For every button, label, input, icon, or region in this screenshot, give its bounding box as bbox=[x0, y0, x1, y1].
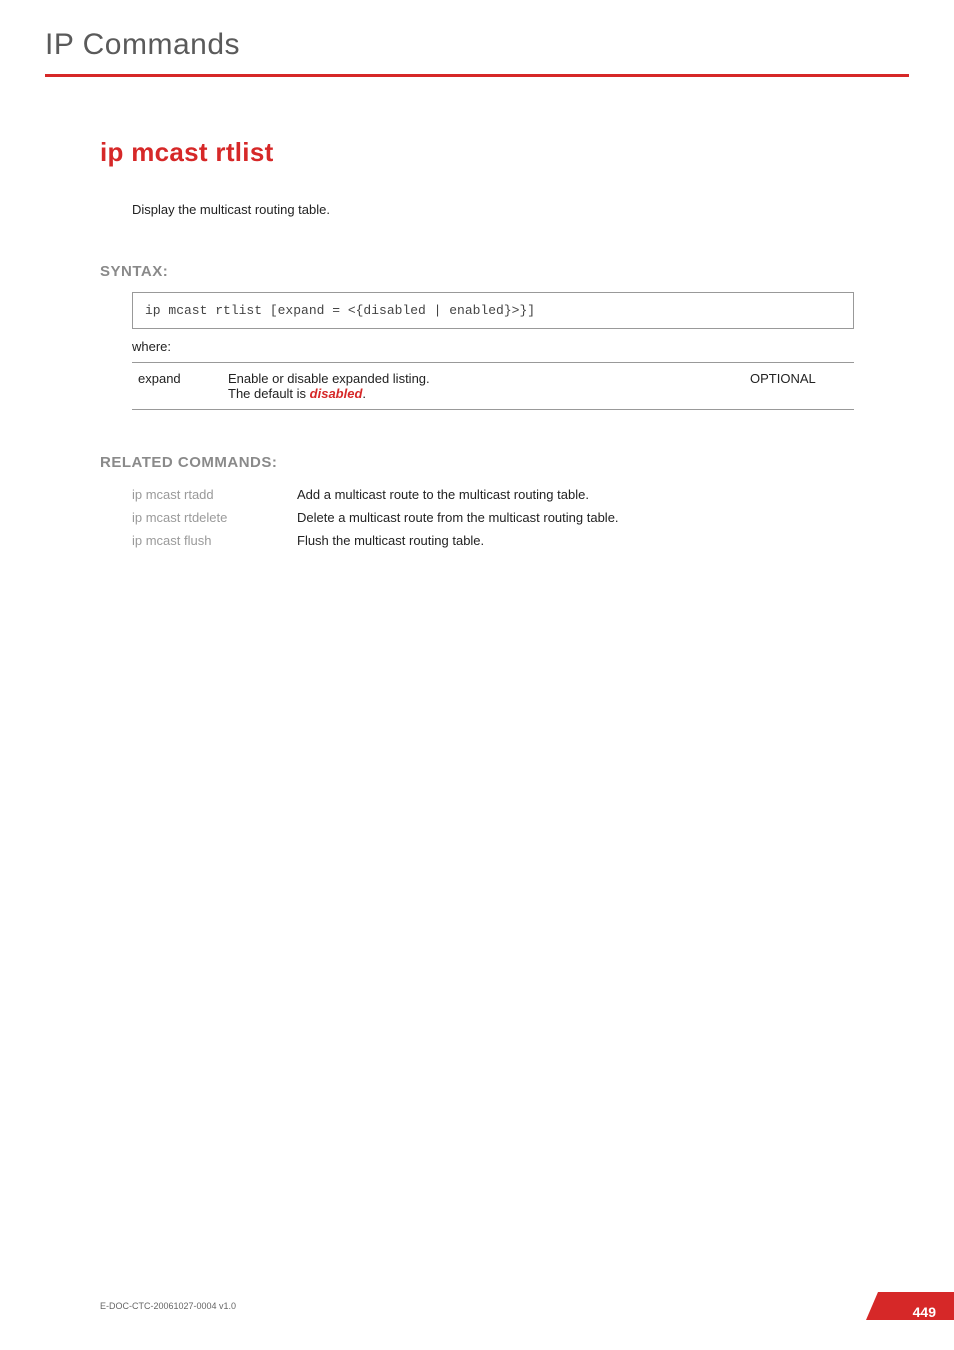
syntax-code: ip mcast rtlist [expand = <{disabled | e… bbox=[145, 303, 535, 318]
param-desc-emph: disabled bbox=[310, 386, 363, 401]
param-table: expand Enable or disable expanded listin… bbox=[132, 362, 854, 410]
related-cmd-name: ip mcast rtadd bbox=[132, 483, 297, 506]
related-commands-block: RELATED COMMANDS: ip mcast rtadd Add a m… bbox=[100, 454, 854, 552]
page-footer: E-DOC-CTC-20061027-0004 v1.0 449 bbox=[0, 1296, 954, 1314]
command-title: ip mcast rtlist bbox=[100, 137, 854, 168]
param-desc-line1: Enable or disable expanded listing. bbox=[228, 371, 430, 386]
related-table: ip mcast rtadd Add a multicast route to … bbox=[132, 483, 619, 552]
related-row: ip mcast rtadd Add a multicast route to … bbox=[132, 483, 619, 506]
page-header: IP Commands bbox=[0, 0, 954, 74]
header-rule bbox=[45, 74, 909, 77]
footer-badge-shape bbox=[866, 1292, 954, 1320]
related-cmd-desc: Flush the multicast routing table. bbox=[297, 529, 619, 552]
related-label: RELATED COMMANDS: bbox=[100, 454, 854, 471]
command-description: Display the multicast routing table. bbox=[132, 202, 854, 217]
related-row: ip mcast rtdelete Delete a multicast rou… bbox=[132, 506, 619, 529]
param-optional: OPTIONAL bbox=[744, 363, 854, 410]
param-desc-line2-suffix: . bbox=[362, 386, 366, 401]
where-label: where: bbox=[132, 339, 854, 354]
footer-docid: E-DOC-CTC-20061027-0004 v1.0 bbox=[100, 1301, 236, 1311]
param-row: expand Enable or disable expanded listin… bbox=[132, 363, 854, 410]
syntax-label: SYNTAX: bbox=[100, 263, 854, 280]
related-row: ip mcast flush Flush the multicast routi… bbox=[132, 529, 619, 552]
param-name: expand bbox=[132, 363, 222, 410]
related-cmd-desc: Add a multicast route to the multicast r… bbox=[297, 483, 619, 506]
related-cmd-name: ip mcast flush bbox=[132, 529, 297, 552]
chapter-title: IP Commands bbox=[45, 28, 954, 62]
related-cmd-desc: Delete a multicast route from the multic… bbox=[297, 506, 619, 529]
footer-page-number: 449 bbox=[913, 1304, 936, 1320]
content-area: ip mcast rtlist Display the multicast ro… bbox=[0, 137, 954, 552]
param-desc-line2-prefix: The default is bbox=[228, 386, 310, 401]
param-description: Enable or disable expanded listing. The … bbox=[222, 363, 744, 410]
related-cmd-name: ip mcast rtdelete bbox=[132, 506, 297, 529]
syntax-code-box: ip mcast rtlist [expand = <{disabled | e… bbox=[132, 292, 854, 329]
footer-badge: 449 bbox=[866, 1292, 954, 1320]
